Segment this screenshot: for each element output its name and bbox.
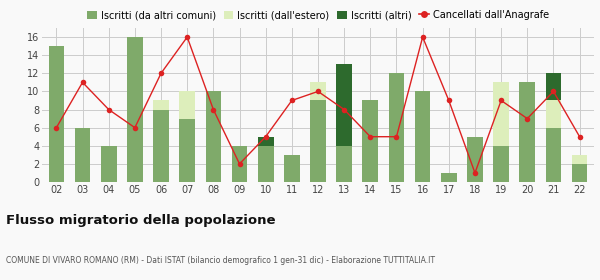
Bar (545, 128, 561, 182)
Bar (258, 137, 274, 146)
Bar (101, 146, 116, 182)
Bar (206, 91, 221, 182)
Bar (310, 82, 326, 101)
Bar (389, 73, 404, 182)
Bar (153, 101, 169, 109)
Legend: Iscritti (da altri comuni), Iscritti (dall'estero), Iscritti (altri), Cancellati: Iscritti (da altri comuni), Iscritti (da… (87, 10, 549, 20)
Bar (572, 164, 587, 182)
Bar (337, 64, 352, 146)
Bar (310, 101, 326, 182)
Bar (49, 46, 64, 182)
Text: COMUNE DI VIVARO ROMANO (RM) - Dati ISTAT (bilancio demografico 1 gen-31 dic) - : COMUNE DI VIVARO ROMANO (RM) - Dati ISTA… (6, 256, 435, 265)
Bar (493, 82, 509, 146)
Bar (179, 91, 195, 119)
Bar (493, 146, 509, 182)
Bar (362, 101, 378, 182)
Text: Flusso migratorio della popolazione: Flusso migratorio della popolazione (6, 214, 275, 227)
Bar (467, 137, 483, 182)
Bar (545, 101, 561, 128)
Bar (75, 128, 91, 182)
Bar (520, 82, 535, 182)
Bar (284, 155, 299, 182)
Bar (179, 119, 195, 182)
Bar (258, 146, 274, 182)
Bar (545, 73, 561, 101)
Bar (232, 146, 247, 182)
Bar (572, 155, 587, 164)
Bar (415, 91, 430, 182)
Bar (441, 173, 457, 182)
Bar (337, 146, 352, 182)
Bar (153, 109, 169, 182)
Bar (127, 37, 143, 182)
